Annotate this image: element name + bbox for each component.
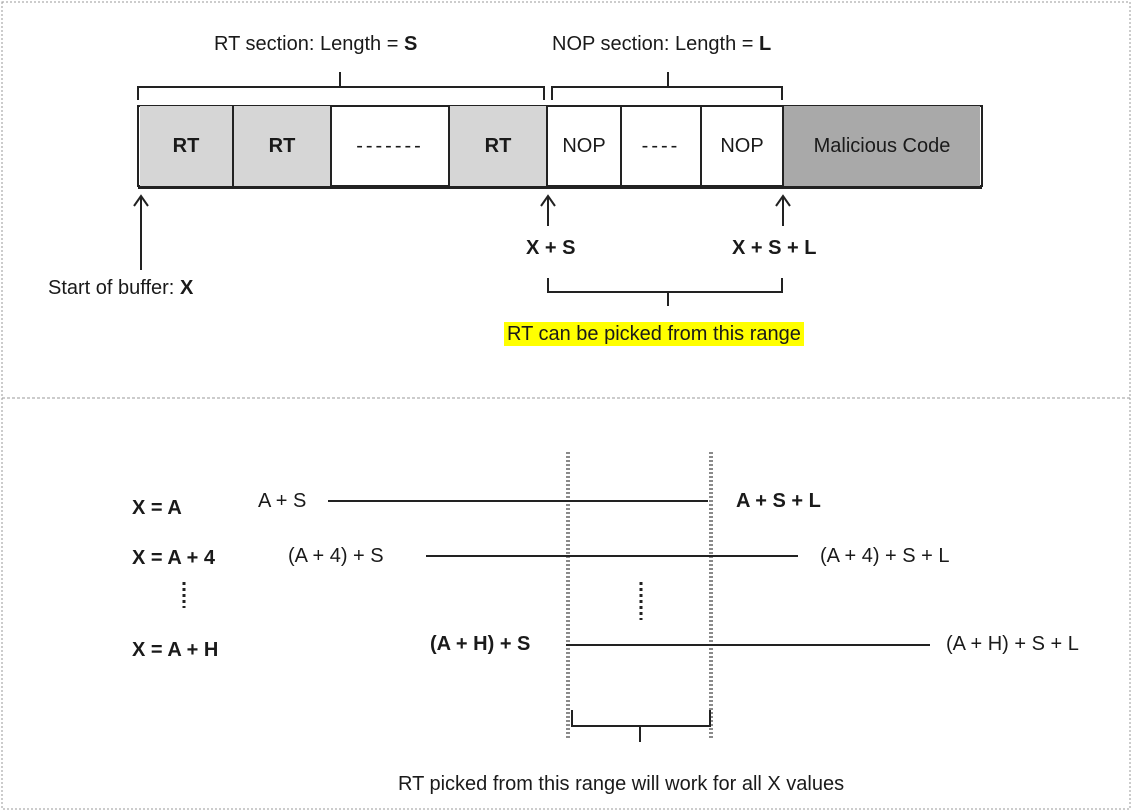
- buffer-cell-nop-dashes: ----: [622, 106, 702, 186]
- bottom-range-note: RT picked from this range will work for …: [398, 773, 845, 795]
- bottom-range-brace: [571, 710, 711, 742]
- start-of-buffer-label: Start of buffer: X: [48, 277, 194, 299]
- buffer-cell-rt-2: RT: [234, 106, 332, 186]
- row-1-x-label: X = A: [132, 497, 182, 519]
- row-2-end: (A + 4) + S + L: [820, 545, 950, 567]
- buffer-cell-nop-1: NOP: [548, 106, 622, 186]
- buffer-outline: [137, 105, 983, 187]
- row-3-start: (A + H) + S: [430, 633, 531, 655]
- top-range-note: RT can be picked from this range: [504, 322, 804, 346]
- buffer-cell-rt-1: RT: [140, 106, 234, 186]
- row-3-end: (A + H) + S + L: [946, 633, 1079, 655]
- x-plus-s-plus-l-arrow: [775, 194, 791, 226]
- rt-section-label: RT section: Length = S: [214, 33, 418, 55]
- row-1-start: A + S: [258, 490, 307, 512]
- x-plus-s-plus-l-label: X + S + L: [732, 237, 817, 259]
- nop-section-label: NOP section: Length = L: [552, 33, 772, 55]
- x-plus-s-label: X + S: [526, 237, 576, 259]
- start-arrow: [133, 194, 149, 270]
- row-3-x-label: X = A + H: [132, 639, 219, 661]
- buffer-cell-malicious-code: Malicious Code: [784, 106, 980, 186]
- x-plus-s-arrow: [540, 194, 556, 226]
- row-2-start: (A + 4) + S: [288, 545, 384, 567]
- nop-section-brace: [551, 72, 783, 100]
- buffer-cell-rt-3: RT: [450, 106, 548, 186]
- row-2-x-label: X = A + 4: [132, 547, 216, 569]
- top-range-brace: [547, 278, 783, 306]
- rt-section-brace: [137, 72, 545, 100]
- buffer-cell-nop-2: NOP: [702, 106, 784, 186]
- buffer-cell-dashes: -------: [332, 106, 450, 186]
- row-1-end: A + S + L: [736, 490, 821, 512]
